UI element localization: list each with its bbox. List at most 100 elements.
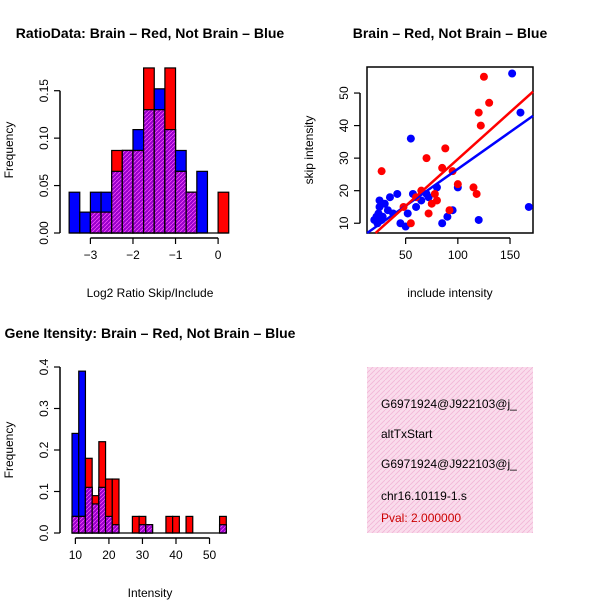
intensity-bar-overlap [84, 486, 93, 534]
ratio-chart-title: RatioData: Brain – Red, Not Brain – Blue [16, 25, 285, 41]
scatter-point-notbrain [524, 202, 533, 211]
scatter-fit-line-brain [374, 90, 534, 234]
info-line-pval: Pval: 2.000000 [381, 511, 461, 525]
scatter-point-brain [476, 121, 485, 130]
intensity-bar-overlap [138, 524, 147, 534]
ratio-bar-overlap [111, 170, 123, 234]
scatter-point-brain [453, 180, 462, 189]
scatter-y-axis-label: skip intensity [302, 116, 316, 185]
ratio-bar-overlap [121, 149, 134, 234]
scatter-point-brain [479, 72, 488, 81]
ratio-x-tick-label: −3 [84, 248, 98, 262]
intensity-x-tick-label: 10 [69, 548, 83, 562]
info-line-probe-id-2: G6971924@J922103@j_ [381, 457, 517, 471]
intensity-chart-title: Gene Itensity: Brain – Red, Not Brain – … [5, 325, 296, 341]
scatter-point-brain [406, 219, 415, 228]
ratio-bar-overlap [185, 191, 198, 234]
intensity-bar-brain [172, 515, 180, 534]
scatter-point-notbrain [380, 199, 389, 208]
ratio-bar-overlap [89, 211, 102, 234]
scatter-point-notbrain [424, 193, 433, 202]
ratio-x-tick-label: 0 [215, 248, 222, 262]
ratio-bar-overlap [153, 109, 166, 234]
scatter-points [366, 69, 534, 235]
scatter-point-notbrain [516, 108, 525, 117]
scatter-chart-title: Brain – Red, Not Brain – Blue [353, 25, 548, 41]
info-line-probe-id: G6971924@J922103@j_ [381, 397, 517, 411]
intensity-bar-overlap [145, 524, 154, 534]
scatter-point-notbrain [385, 193, 394, 202]
ratio-bar-overlap [143, 109, 155, 234]
intensity-bar-overlap [218, 524, 227, 534]
intensity-histogram-panel: Gene Itensity: Brain – Red, Not Brain – … [2, 325, 296, 600]
ratio-x-tick-label: −1 [169, 248, 183, 262]
scatter-point-brain [432, 196, 441, 205]
intensity-x-tick-label: 20 [102, 548, 116, 562]
scatter-point-notbrain [443, 212, 452, 221]
scatter-y-tick-label: 40 [337, 119, 351, 133]
info-text-clip: G6971924@J922103@j_ altTxStart G6971924@… [381, 397, 517, 525]
ratio-x-axis-label: Log2 Ratio Skip/Include [87, 286, 214, 300]
scatter-axes: 50 100 150 10 20 30 40 50 [337, 86, 520, 262]
ratio-bar-notbrain [68, 191, 81, 234]
scatter-x-tick-label: 100 [448, 248, 468, 262]
scatter-point-notbrain [508, 69, 517, 78]
intensity-bar-overlap [91, 503, 100, 534]
info-box-background [367, 367, 533, 533]
intensity-x-tick-label: 40 [169, 548, 183, 562]
ratio-bar-overlap [132, 149, 145, 234]
ratio-y-tick-label: 0.10 [37, 126, 51, 150]
intensity-bar-overlap [71, 515, 80, 534]
info-line-event-type: altTxStart [381, 427, 433, 441]
ratio-bar-overlap [100, 211, 113, 234]
scatter-x-tick-label: 150 [500, 248, 520, 262]
scatter-point-brain [430, 189, 439, 198]
ratio-bars [68, 67, 230, 234]
intensity-y-tick-label: 0.0 [37, 524, 51, 541]
intensity-x-tick-label: 30 [136, 548, 150, 562]
ratio-bar-brain [217, 191, 230, 234]
intensity-y-tick-label: 0.4 [37, 358, 51, 375]
intensity-bar-brain [165, 515, 174, 534]
intensity-axes: 10 20 30 40 50 0.0 0.1 0.2 0.3 0.4 [37, 358, 217, 562]
scatter-point-brain [377, 167, 386, 176]
intensity-y-axis-label: Frequency [2, 422, 16, 479]
scatter-y-tick-label: 10 [337, 216, 351, 230]
scatter-point-notbrain [412, 202, 421, 211]
scatter-point-notbrain [438, 219, 447, 228]
scatter-point-brain [472, 189, 481, 198]
scatter-point-notbrain [403, 209, 412, 218]
info-panel: G6971924@J922103@j_ altTxStart G6971924@… [367, 367, 533, 533]
ratio-bar-overlap [164, 129, 177, 234]
ratio-y-axis-label: Frequency [2, 122, 16, 179]
ratio-y-tick-label: 0.15 [37, 79, 51, 103]
scatter-point-notbrain [393, 189, 402, 198]
scatter-y-tick-label: 20 [337, 184, 351, 198]
ratio-axes: −3 −2 −1 0 0.00 0.05 0.10 0.15 [37, 79, 222, 262]
scatter-point-notbrain [378, 212, 387, 221]
scatter-y-tick-label: 30 [337, 151, 351, 165]
ratio-y-tick-label: 0.05 [37, 174, 51, 198]
scatter-point-brain [422, 154, 431, 163]
intensity-bar-notbrain [78, 370, 87, 534]
intensity-bar-overlap [111, 524, 120, 534]
intensity-bars [71, 370, 227, 534]
intensity-x-axis-label: Intensity [128, 586, 173, 600]
scatter-x-tick-label: 50 [399, 248, 413, 262]
scatter-x-axis-label: include intensity [407, 286, 492, 300]
scatter-y-tick-label: 50 [337, 86, 351, 100]
ratio-histogram-panel: RatioData: Brain – Red, Not Brain – Blue… [2, 25, 284, 300]
scatter-panel: Brain – Red, Not Brain – Blue include in… [302, 25, 547, 300]
intensity-y-tick-label: 0.1 [37, 483, 51, 500]
intensity-bar-overlap [104, 515, 113, 534]
ratio-y-tick-label: 0.00 [37, 221, 51, 245]
intensity-bar-overlap [98, 486, 107, 534]
scatter-fit-line-notbrain [366, 114, 534, 235]
intensity-bar-overlap [78, 515, 87, 534]
ratio-bar-notbrain [79, 211, 92, 234]
intensity-bar-brain [131, 515, 140, 534]
scatter-point-brain [469, 183, 478, 192]
intensity-x-tick-label: 50 [203, 548, 217, 562]
info-line-location: chr16.10119-1.s [381, 489, 467, 503]
